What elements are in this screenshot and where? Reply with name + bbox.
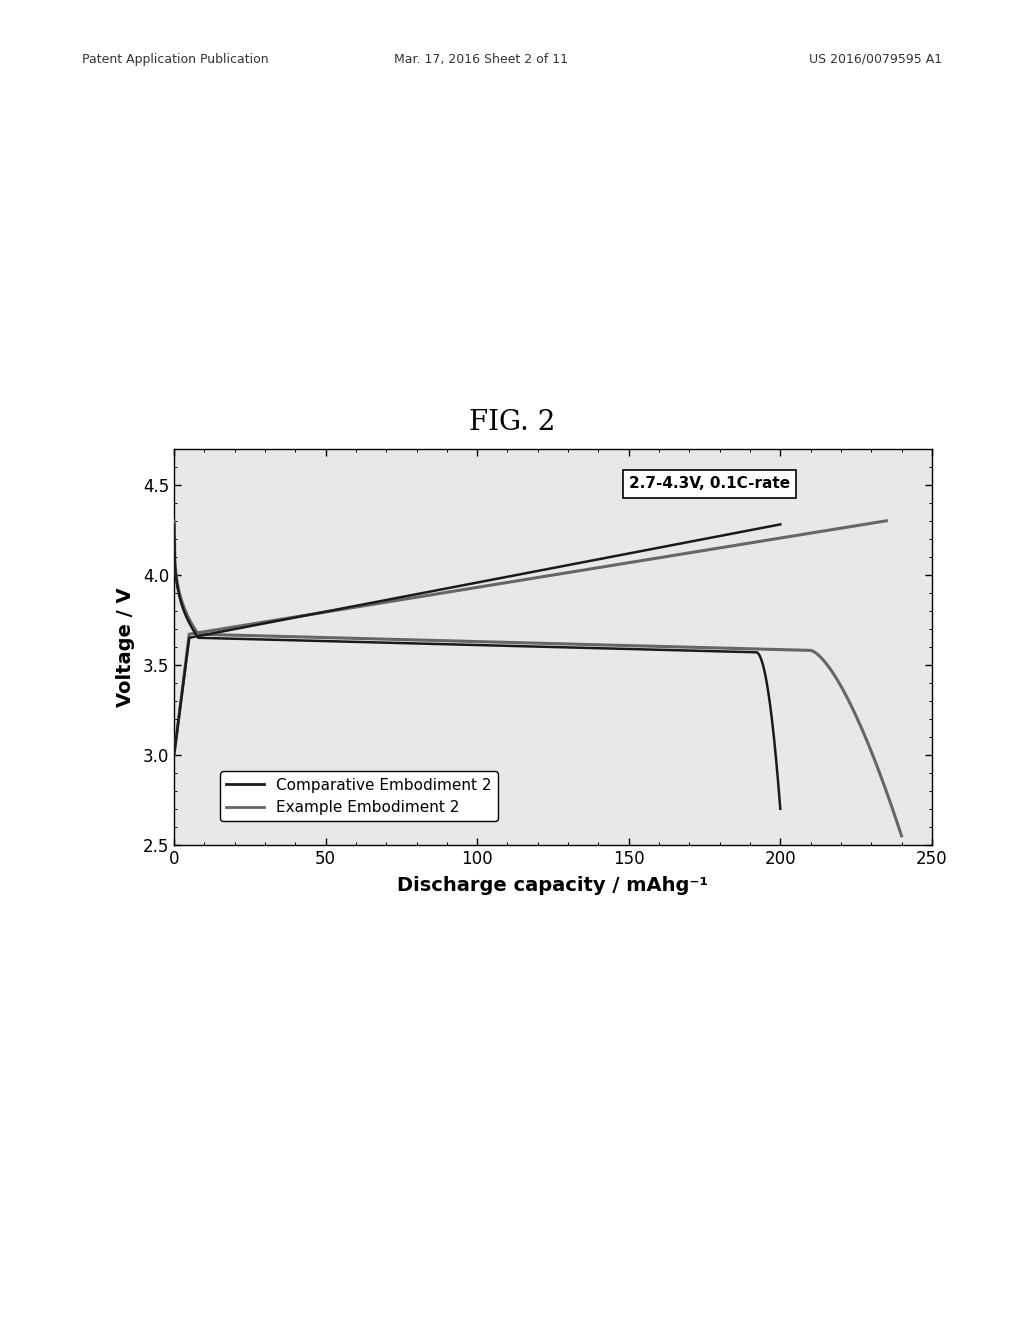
Text: Patent Application Publication: Patent Application Publication xyxy=(82,53,268,66)
Text: 2.7-4.3V, 0.1C-rate: 2.7-4.3V, 0.1C-rate xyxy=(629,477,790,491)
X-axis label: Discharge capacity / mAhg⁻¹: Discharge capacity / mAhg⁻¹ xyxy=(397,876,709,895)
Text: US 2016/0079595 A1: US 2016/0079595 A1 xyxy=(809,53,942,66)
Y-axis label: Voltage / V: Voltage / V xyxy=(116,587,134,706)
Legend: Comparative Embodiment 2, Example Embodiment 2: Comparative Embodiment 2, Example Embodi… xyxy=(219,771,498,821)
Text: Mar. 17, 2016 Sheet 2 of 11: Mar. 17, 2016 Sheet 2 of 11 xyxy=(394,53,568,66)
Text: FIG. 2: FIG. 2 xyxy=(469,409,555,436)
